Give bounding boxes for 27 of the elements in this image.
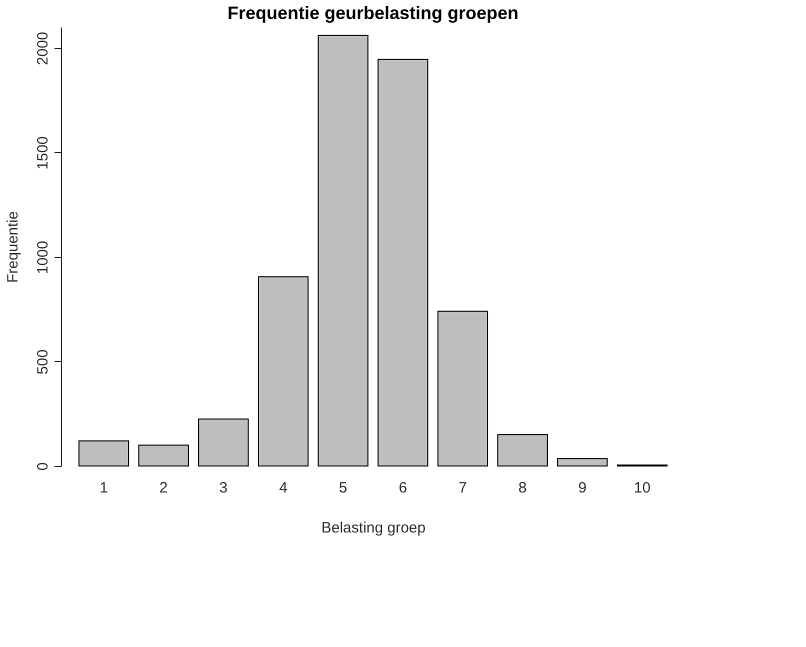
bar — [378, 58, 428, 466]
x-tick-label: 1 — [100, 480, 108, 496]
y-tick-label: 500 — [34, 349, 52, 374]
bar — [258, 276, 309, 466]
bar — [78, 440, 130, 466]
bar — [557, 458, 608, 466]
y-tick-label: 2000 — [34, 32, 52, 66]
chart-title: Frequentie geurbelasting groepen — [227, 3, 519, 23]
x-tick-label: 2 — [159, 480, 168, 496]
y-tick-label: 1000 — [34, 240, 52, 274]
x-tick-label: 10 — [634, 480, 651, 496]
bar — [198, 418, 249, 466]
x-axis-title: Belasting groep — [321, 520, 426, 536]
x-tick-label: 3 — [219, 480, 228, 496]
x-tick-label: 6 — [398, 480, 408, 496]
bar — [497, 434, 548, 466]
x-tick-label: 5 — [338, 480, 348, 496]
bar — [138, 444, 189, 466]
x-tick-label: 8 — [518, 480, 527, 496]
x-tick-label: 9 — [578, 480, 587, 496]
y-axis-title: Frequentie — [4, 211, 22, 283]
x-tick-label: 7 — [458, 480, 467, 496]
y-tick-label: 0 — [34, 462, 52, 471]
x-tick-label: 4 — [279, 480, 288, 496]
y-tick-label: 1500 — [34, 136, 52, 170]
bar — [318, 34, 368, 466]
bar — [437, 310, 488, 466]
